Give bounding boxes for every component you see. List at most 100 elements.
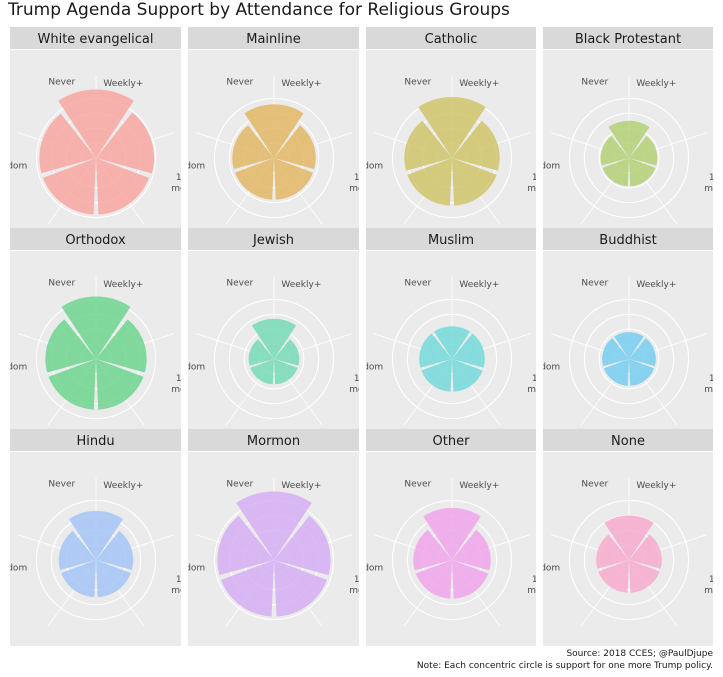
facet-title: White evangelical [37, 32, 153, 47]
axis-label-never: Never [581, 278, 608, 288]
bar-1-2x-month [629, 135, 658, 166]
axis-label-few-x-a-year: Few x a year [67, 648, 124, 658]
bar-few-x-a-year [274, 158, 314, 200]
facet-title: Mainline [246, 32, 301, 47]
axis-label-weekly: Weekly+ [459, 481, 499, 491]
facet-strip [366, 429, 536, 451]
bar-weekly [251, 318, 297, 359]
axis-label-seldom: Seldom [0, 162, 27, 172]
axis-label-seldom: Seldom [349, 564, 383, 574]
axis-label-seldom: Seldom [526, 162, 560, 172]
bar-seldom [42, 158, 96, 215]
bar-1-2x-month [96, 530, 134, 570]
facet-title: Mormon [247, 434, 300, 449]
bar-seldom [407, 158, 452, 206]
facet-title: None [611, 434, 645, 449]
axis-label-seldom: Seldom [526, 363, 560, 373]
axis-label-seldom: Seldom [349, 363, 383, 373]
facet-title: Hindu [76, 434, 114, 449]
axis-label-few-x-a-year: Few x a year [245, 648, 302, 658]
axis-label-weekly: Weekly+ [459, 79, 499, 89]
axis-label-seldom: Seldom [171, 564, 205, 574]
axis-label-weekly: Weekly+ [459, 280, 499, 290]
bar-never [45, 319, 96, 373]
bar-weekly [418, 96, 486, 158]
bar-seldom [48, 359, 96, 410]
axis-label-weekly: Weekly+ [636, 280, 676, 290]
bar-never [419, 333, 452, 368]
axis-label-never: Never [48, 278, 75, 288]
facet-title: Black Protestant [575, 32, 681, 47]
bar-weekly [604, 515, 654, 560]
chart-footer: Source: 2018 CCES; @PaulDjupe Note: Each… [417, 648, 713, 672]
facet-strip [10, 429, 181, 451]
axis-label-seldom: Seldom [349, 162, 383, 172]
bar-seldom [421, 359, 452, 392]
bar-1-2x-month [629, 534, 662, 569]
bar-1-2x-month [274, 515, 331, 576]
bar-weekly [58, 89, 134, 158]
bar-1-2x-month [96, 319, 147, 373]
bar-few-x-a-year [96, 158, 150, 215]
axis-label-weekly: Weekly+ [103, 481, 143, 491]
bar-few-x-a-year [629, 158, 656, 187]
source-note: Source: 2018 CCES; @PaulDjupe [566, 649, 713, 659]
axis-label-weekly: Weekly+ [281, 481, 321, 491]
bar-never [232, 125, 274, 170]
axis-label-never: Never [404, 278, 431, 288]
bar-weekly [236, 491, 312, 560]
facet-strip [366, 27, 536, 49]
bar-few-x-a-year [452, 158, 497, 206]
bar-never [413, 529, 452, 571]
axis-label-never: Never [48, 479, 75, 489]
axis-label-never: Never [226, 77, 253, 87]
bar-1-2x-month [629, 338, 656, 367]
axis-label-weekly: Weekly+ [281, 280, 321, 290]
bar-seldom [234, 158, 274, 200]
bar-never [404, 120, 452, 171]
facet-strip [10, 228, 181, 250]
axis-label-weekly: Weekly+ [103, 280, 143, 290]
axis-label-seldom: Seldom [171, 363, 205, 373]
policy-note: Note: Each concentric circle is support … [416, 661, 713, 671]
bar-few-x-a-year [96, 560, 131, 598]
bar-weekly [61, 296, 131, 359]
facet-strip [188, 27, 359, 49]
bar-1-2x-month [96, 112, 155, 174]
facet-mormon: Mormon Weekly+ 1-2x month Few x a year Seldom… [171, 429, 378, 658]
facet-strip [543, 228, 713, 250]
axis-label-never: Never [226, 479, 253, 489]
bar-few-x-a-year [629, 560, 660, 593]
bar-weekly [614, 332, 644, 359]
bar-1-2x-month [274, 339, 300, 366]
bar-never [602, 338, 629, 367]
axis-label-never: Never [404, 479, 431, 489]
bar-never [600, 135, 629, 166]
facet-strip [10, 27, 181, 49]
bar-never [248, 339, 274, 366]
facet-strip [366, 228, 536, 250]
bar-few-x-a-year [629, 359, 655, 386]
facet-title: Catholic [425, 32, 478, 47]
bar-few-x-a-year [274, 359, 298, 385]
